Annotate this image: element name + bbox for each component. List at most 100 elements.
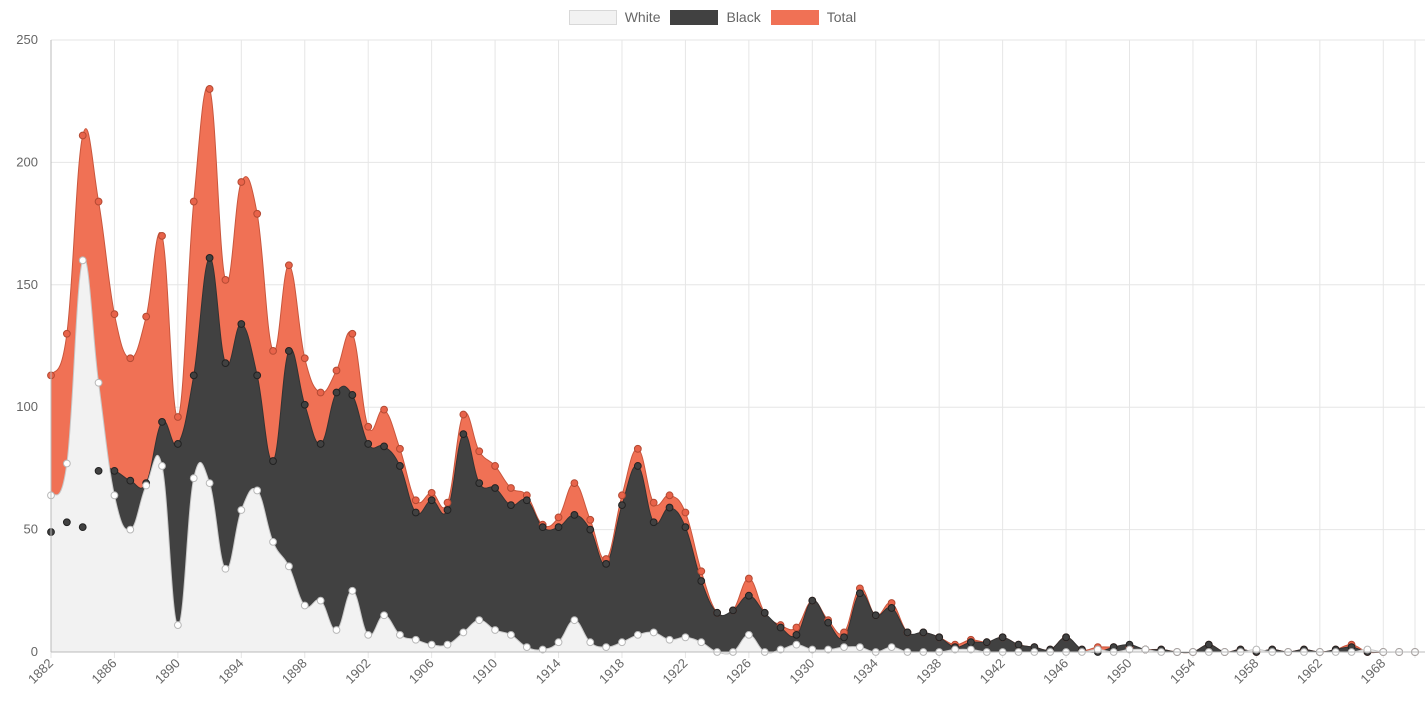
data-point-white	[316, 596, 325, 605]
data-point-white	[459, 628, 468, 637]
data-point-black	[1204, 640, 1213, 649]
data-point-black	[507, 501, 515, 510]
x-tick-label: 1886	[89, 656, 120, 687]
data-point-total	[633, 444, 642, 453]
data-point-total	[792, 623, 801, 632]
x-tick-label: 1954	[1167, 656, 1198, 687]
data-point-white	[62, 459, 71, 468]
x-tick-label: 1958	[1230, 656, 1261, 687]
data-point-total	[380, 405, 388, 414]
legend-item-black[interactable]: Black	[670, 9, 761, 25]
data-point-total	[475, 447, 484, 456]
data-point-black	[935, 633, 944, 642]
data-point-black	[855, 589, 864, 598]
data-point-white	[300, 601, 309, 610]
x-tick-label: 1890	[152, 656, 183, 687]
data-point-white	[364, 630, 373, 639]
data-point-black	[316, 440, 325, 448]
data-point-total	[78, 131, 87, 140]
data-point-black	[110, 466, 119, 475]
y-tick-label: 250	[16, 32, 38, 47]
data-point-white	[792, 640, 801, 649]
x-tick-label: 1898	[279, 656, 310, 687]
data-point-black	[522, 496, 531, 505]
data-point-white	[633, 630, 642, 639]
data-point-white	[348, 586, 357, 595]
legend-swatch-total	[770, 9, 819, 25]
data-point-white	[269, 537, 277, 546]
x-tick-label: 1902	[342, 656, 373, 687]
data-point-white	[380, 611, 388, 620]
x-tick-label: 1910	[469, 656, 500, 687]
data-point-white	[967, 645, 975, 654]
data-point-white	[173, 621, 182, 629]
data-point-white	[94, 378, 103, 387]
data-point-white	[808, 645, 817, 654]
data-point-black	[173, 440, 182, 448]
data-point-total	[364, 422, 373, 431]
y-tick-label: 0	[31, 644, 38, 659]
data-point-total	[253, 209, 262, 218]
data-point-total	[94, 197, 103, 206]
x-tick-label: 1914	[533, 656, 564, 687]
data-point-total	[697, 567, 706, 576]
data-point-black	[189, 371, 198, 380]
data-point-total	[459, 410, 468, 419]
data-point-white	[237, 506, 246, 514]
legend-swatch-white	[568, 9, 617, 25]
data-point-black	[919, 628, 928, 637]
data-point-black	[158, 417, 166, 426]
y-tick-label: 50	[24, 522, 38, 537]
data-point-black	[205, 253, 214, 262]
data-point-white	[570, 616, 579, 625]
data-point-white	[427, 640, 436, 649]
y-tick-label: 150	[16, 277, 38, 292]
legend-item-white[interactable]: White	[568, 9, 661, 25]
data-point-white	[649, 628, 658, 637]
data-point-black	[332, 388, 341, 397]
data-point-total	[411, 496, 420, 505]
data-point-black	[871, 611, 880, 620]
data-point-total	[618, 491, 626, 500]
x-tick-label: 1918	[596, 656, 627, 687]
data-point-total	[665, 491, 674, 500]
data-point-white	[221, 564, 230, 573]
data-point-total	[427, 488, 436, 497]
data-point-black	[1062, 633, 1070, 642]
data-point-black	[126, 476, 135, 485]
legend-label-black: Black	[726, 9, 761, 25]
data-point-white	[1093, 645, 1102, 654]
data-point-white	[776, 645, 785, 654]
data-point-black	[221, 359, 230, 368]
data-point-white	[538, 645, 547, 654]
data-point-black	[760, 608, 769, 617]
x-tick-label: 1922	[659, 656, 690, 687]
data-point-black	[1014, 640, 1023, 649]
legend-item-total[interactable]: Total	[770, 9, 856, 25]
data-point-black	[300, 400, 309, 409]
data-point-total	[237, 178, 246, 186]
legend-label-white: White	[624, 9, 661, 25]
data-point-white	[396, 630, 404, 639]
data-point-black	[967, 638, 975, 647]
data-point-black	[253, 371, 262, 380]
data-point-black	[792, 630, 801, 639]
x-tick-label: 1968	[1357, 656, 1388, 687]
data-point-total	[300, 354, 309, 363]
x-tick-label: 1942	[977, 656, 1008, 687]
x-tick-label: 1906	[406, 656, 437, 687]
data-point-total	[221, 276, 230, 284]
data-point-white	[411, 635, 420, 644]
data-point-white	[142, 481, 151, 490]
data-point-white	[110, 491, 119, 500]
data-point-total	[62, 329, 71, 338]
data-point-black	[776, 623, 785, 632]
data-point-black	[729, 606, 737, 615]
data-point-black	[364, 440, 373, 448]
data-point-black	[380, 442, 388, 451]
data-point-total	[649, 498, 658, 507]
data-point-black	[538, 523, 547, 532]
data-point-black	[269, 457, 277, 465]
data-point-white	[951, 645, 959, 654]
data-point-black	[744, 591, 753, 600]
